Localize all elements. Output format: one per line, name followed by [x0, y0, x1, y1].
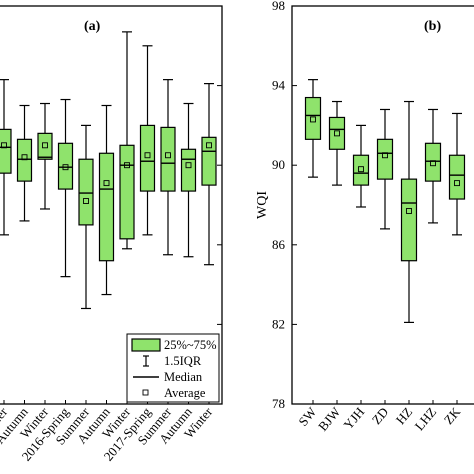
box-group — [376, 108, 394, 230]
y-tick-label: 98 — [272, 0, 285, 13]
y-tick-label: 78 — [272, 396, 285, 411]
average-marker — [430, 160, 436, 167]
iqr-box — [376, 138, 394, 180]
x-tick-label: LHZ — [412, 404, 440, 433]
legend-label-whisker: 1.5IQR — [164, 354, 202, 368]
iqr-box — [78, 158, 94, 226]
average-marker — [21, 154, 28, 161]
iqr-box — [160, 126, 176, 192]
box-group — [352, 124, 370, 208]
x-tick-label: ZK — [441, 404, 464, 427]
legend-label-median: Median — [164, 370, 203, 384]
box-group — [98, 104, 115, 296]
average-marker — [1, 142, 7, 149]
legend-label-iqr-box: 25%~75% — [164, 338, 217, 352]
iqr-box — [119, 144, 135, 240]
iqr-box — [0, 128, 12, 174]
panel-b-label: (b) — [424, 19, 441, 34]
average-marker — [382, 152, 388, 159]
iqr-box — [16, 138, 33, 182]
legend-average-swatch — [142, 389, 149, 396]
x-tick-label: BJW — [315, 404, 344, 434]
x-tick-label: ZD — [369, 404, 392, 427]
panel-b-y-ticks: 78 82 86 90 94 98 — [272, 0, 297, 411]
box-group — [448, 112, 466, 236]
y-tick-label: 90 — [272, 157, 285, 172]
box-group — [37, 102, 53, 210]
panel-a-y-ticks — [217, 5, 222, 405]
box-group — [424, 108, 442, 224]
y-tick-label: 82 — [272, 316, 285, 331]
legend-box-swatch — [131, 338, 161, 352]
iqr-box — [139, 124, 156, 192]
average-marker — [206, 142, 212, 149]
box-group — [119, 31, 135, 250]
average-marker — [103, 180, 110, 187]
panel-a-boxes — [0, 31, 217, 310]
x-tick-label: YJH — [340, 404, 367, 432]
box-group — [160, 79, 176, 256]
average-marker — [454, 180, 460, 187]
iqr-box — [98, 152, 115, 262]
panel-a-label: (a) — [84, 19, 101, 34]
iqr-box — [352, 154, 370, 186]
box-group — [139, 45, 156, 236]
average-marker — [124, 162, 130, 169]
box-group — [201, 83, 217, 266]
average-marker — [62, 164, 69, 171]
iqr-box — [201, 136, 217, 186]
box-group — [78, 124, 94, 310]
box-group — [57, 98, 74, 278]
panel-a: (a) ...erAutumnWinter2016-SpringSummerAu… — [0, 5, 223, 464]
panel-a-frame — [0, 5, 223, 405]
box-group — [304, 79, 322, 178]
panel-a-x-tick-labels: ...erAutumnWinter2016-SpringSummerAutumn… — [0, 400, 216, 464]
average-marker — [334, 130, 340, 137]
iqr-box — [400, 178, 418, 262]
average-marker — [83, 198, 89, 204]
y-tick-label: 94 — [272, 78, 286, 93]
box-group — [400, 100, 418, 324]
average-marker — [42, 142, 48, 149]
iqr-box — [180, 148, 197, 192]
x-tick-label: ...er — [0, 404, 11, 429]
panel-b-y-axis-label: WQI — [255, 191, 270, 219]
average-marker — [406, 208, 412, 214]
average-marker — [310, 116, 316, 123]
average-marker — [165, 152, 171, 159]
box-group — [328, 100, 346, 186]
iqr-box — [37, 132, 53, 160]
iqr-box — [328, 116, 346, 150]
average-marker — [185, 162, 192, 169]
box-group — [16, 104, 33, 222]
iqr-box — [57, 142, 74, 190]
average-marker — [358, 166, 364, 173]
x-tick-label: ... — [470, 404, 474, 421]
iqr-box — [304, 96, 322, 140]
box-group — [0, 79, 12, 236]
panel-b-boxes — [304, 79, 466, 324]
iqr-box — [448, 154, 466, 200]
legend: 25%~75% 1.5IQR Median Average — [126, 333, 220, 403]
iqr-box — [424, 142, 442, 182]
panel-b-frame — [291, 5, 474, 405]
average-marker — [144, 152, 151, 159]
legend-label-average: Average — [164, 386, 206, 400]
box-group — [180, 102, 197, 258]
y-tick-label: 86 — [272, 237, 286, 252]
